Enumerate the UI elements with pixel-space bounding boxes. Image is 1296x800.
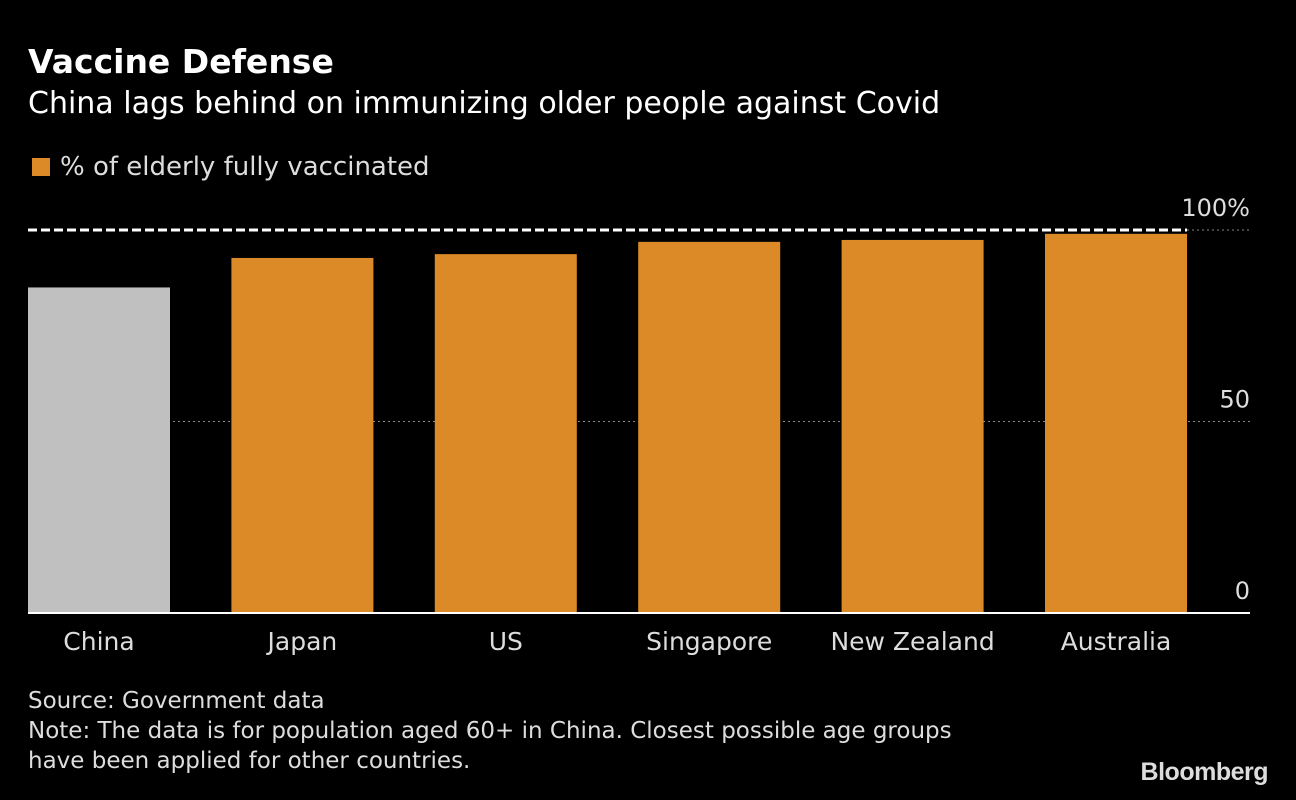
- y-tick-label: 100%: [1181, 194, 1250, 222]
- x-tick-label: Japan: [266, 627, 338, 656]
- x-tick-label: New Zealand: [830, 627, 994, 656]
- source-note: Source: Government data: [28, 688, 325, 714]
- chart-title: Vaccine Defense: [28, 42, 334, 81]
- bloomberg-logo: Bloomberg: [1140, 758, 1269, 786]
- y-tick-label: 0: [1235, 577, 1250, 605]
- x-tick-label: China: [63, 627, 134, 656]
- bar: [638, 241, 781, 614]
- chart-subtitle: China lags behind on immunizing older pe…: [28, 86, 941, 121]
- bar: [1045, 233, 1187, 613]
- footnote-line-2: have been applied for other countries.: [28, 748, 471, 774]
- bar-chart: 0 50 100% China Japan US Singapore New Zealand A…: [28, 194, 1250, 656]
- footnote-line-1: Note: The data is for population aged 60…: [28, 718, 952, 744]
- bar: [28, 287, 170, 613]
- x-tick-label: US: [489, 627, 523, 656]
- y-tick-label: 50: [1219, 386, 1250, 414]
- x-tick-label: Australia: [1061, 627, 1172, 656]
- bar: [841, 239, 984, 613]
- x-tick-label: Singapore: [646, 627, 772, 656]
- legend-swatch: [32, 158, 50, 176]
- bar: [434, 254, 577, 613]
- bar: [231, 257, 374, 613]
- legend: % of elderly fully vaccinated: [32, 152, 430, 182]
- legend-label: % of elderly fully vaccinated: [60, 152, 430, 182]
